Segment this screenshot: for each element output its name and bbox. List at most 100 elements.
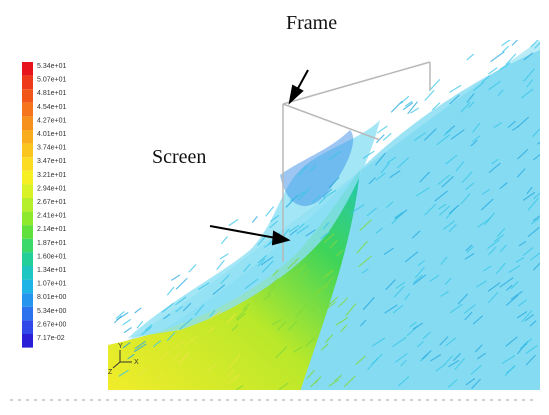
velocity-vector — [525, 345, 538, 354]
velocity-vector — [472, 315, 483, 325]
velocity-vector — [329, 240, 338, 249]
velocity-vector — [208, 326, 216, 333]
velocity-vector — [517, 149, 529, 160]
velocity-vector — [443, 220, 455, 230]
velocity-vector — [122, 318, 132, 326]
velocity-vector — [257, 255, 267, 264]
velocity-vector — [407, 101, 418, 114]
legend-value: 4.81e+01 — [37, 90, 66, 97]
velocity-vector — [421, 350, 432, 360]
velocity-vector — [527, 227, 540, 238]
velocity-vector — [475, 344, 483, 353]
velocity-vector — [424, 203, 437, 216]
velocity-vector — [392, 337, 407, 348]
velocity-vector — [439, 336, 449, 346]
velocity-vector — [275, 346, 288, 359]
velocity-vector — [484, 212, 495, 226]
legend-swatch — [22, 211, 33, 226]
velocity-vector — [497, 89, 504, 97]
legend-swatch — [22, 170, 33, 185]
velocity-vector — [439, 205, 450, 216]
velocity-vector — [358, 255, 372, 268]
legend-value: 8.01e+00 — [37, 294, 66, 301]
velocity-vector — [122, 342, 131, 349]
velocity-vector — [160, 351, 170, 359]
velocity-vector — [306, 369, 315, 380]
velocity-vector — [261, 260, 274, 273]
velocity-vector — [393, 286, 405, 298]
velocity-vector — [490, 51, 505, 62]
velocity-vector — [270, 215, 279, 222]
velocity-vector — [161, 302, 174, 313]
velocity-vector — [481, 75, 490, 83]
velocity-vector — [269, 278, 279, 286]
velocity-vector — [523, 52, 534, 61]
velocity-vector — [448, 223, 457, 233]
velocity-vector — [437, 174, 451, 185]
velocity-vector — [375, 227, 383, 234]
axis-y-label: Y — [118, 343, 123, 350]
velocity-vector — [428, 79, 441, 92]
velocity-vector — [345, 303, 357, 317]
velocity-vector — [506, 284, 513, 291]
legend-swatch — [22, 102, 33, 117]
velocity-vector — [361, 268, 369, 274]
screen-pointer-arrow — [209, 225, 291, 246]
velocity-vector — [287, 258, 299, 270]
velocity-vector — [326, 296, 338, 308]
velocity-vector — [465, 244, 473, 252]
velocity-vector — [482, 265, 492, 272]
velocity-vector — [114, 315, 122, 324]
velocity-vector — [228, 354, 241, 369]
velocity-vector — [385, 201, 394, 208]
velocity-vector — [303, 290, 311, 296]
velocity-vector — [172, 352, 181, 360]
velocity-vector — [328, 151, 342, 160]
velocity-vector — [220, 236, 228, 245]
velocity-vector — [444, 355, 453, 365]
velocity-vector — [443, 129, 452, 137]
velocity-vector — [480, 198, 494, 211]
velocity-vector — [127, 354, 135, 360]
legend-swatch — [22, 293, 33, 307]
velocity-vector — [460, 193, 471, 205]
velocity-vector — [390, 100, 403, 113]
velocity-vector — [236, 307, 248, 320]
velocity-vector — [242, 303, 250, 311]
velocity-vector — [517, 299, 527, 307]
velocity-vector — [488, 162, 501, 174]
velocity-vector — [476, 280, 487, 288]
velocity-vector — [510, 280, 519, 290]
velocity-vector — [375, 152, 386, 166]
velocity-vector — [499, 244, 507, 253]
velocity-vector — [263, 293, 272, 301]
velocity-vector — [225, 374, 241, 385]
velocity-vector — [464, 311, 473, 321]
velocity-vector — [389, 170, 401, 179]
velocity-vector — [432, 102, 441, 111]
velocity-vector — [481, 189, 491, 195]
velocity-vector — [231, 324, 239, 332]
velocity-vector — [323, 189, 337, 199]
velocity-vector — [453, 353, 461, 362]
velocity-vector — [343, 375, 356, 388]
velocity-vector — [327, 301, 337, 309]
velocity-vector — [410, 107, 419, 114]
legend-value: 2.41e+01 — [37, 213, 66, 220]
velocity-vector — [226, 313, 237, 324]
velocity-vector — [286, 268, 300, 281]
velocity-vector — [525, 354, 536, 366]
velocity-vector — [375, 172, 386, 181]
velocity-vector — [366, 207, 377, 217]
velocity-vector — [488, 246, 497, 256]
velocity-vector — [310, 302, 320, 313]
velocity-vector — [403, 102, 413, 111]
frame-label: Frame — [286, 12, 338, 34]
velocity-vector — [527, 197, 539, 211]
velocity-vector — [173, 340, 185, 349]
velocity-vector — [464, 253, 475, 260]
velocity-vector — [325, 334, 333, 344]
velocity-vector — [454, 357, 465, 370]
velocity-vector — [505, 336, 518, 347]
velocity-vector — [289, 191, 305, 202]
